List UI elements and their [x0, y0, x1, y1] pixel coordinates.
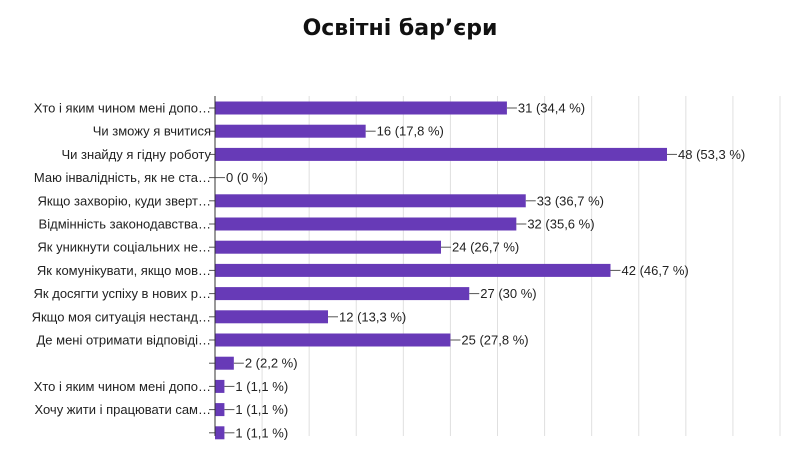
value-label: 25 (27,8 %) [461, 333, 528, 348]
value-label: 12 (13,3 %) [339, 309, 406, 324]
bar [215, 101, 507, 115]
value-label: 42 (46,7 %) [622, 263, 689, 278]
bar [215, 217, 517, 231]
value-label: 24 (26,7 %) [452, 240, 519, 255]
category-label: Відмінність законодавства… [39, 217, 211, 232]
bar [215, 426, 225, 440]
category-label: Чи зможу я вчитися [93, 124, 211, 139]
bar [215, 147, 667, 161]
bar [215, 379, 225, 393]
category-label: Хто і яким чином мені допо… [34, 101, 211, 116]
value-label: 1 (1,1 %) [235, 425, 288, 440]
bar [215, 333, 451, 347]
bar [215, 124, 366, 138]
bar [215, 310, 328, 324]
value-label: 48 (53,3 %) [678, 147, 745, 162]
category-label: Як комунікувати, якщо мов… [37, 263, 211, 278]
category-label: Як досягти успіху в нових р… [34, 286, 211, 301]
bar [215, 194, 526, 208]
value-label: 32 (35,6 %) [527, 217, 594, 232]
category-label: Якщо моя ситуація нестанд… [32, 309, 211, 324]
value-label: 2 (2,2 %) [245, 356, 298, 371]
value-label: 31 (34,4 %) [518, 101, 585, 116]
value-label: 27 (30 %) [480, 286, 536, 301]
bar [215, 403, 225, 417]
value-label: 33 (36,7 %) [537, 193, 604, 208]
category-label: Хто і яким чином мені допо… [34, 379, 211, 394]
category-label: Як уникнути соціальних не… [37, 240, 211, 255]
bar [215, 240, 441, 254]
category-label: Чи знайду я гідну роботу [62, 147, 212, 162]
value-label: 16 (17,8 %) [377, 124, 444, 139]
category-label: Якщо захворію, куди зверт… [38, 193, 211, 208]
value-label: 0 (0 %) [226, 170, 268, 185]
bar [215, 263, 611, 277]
category-label: Де мені отримати відповіді… [36, 333, 211, 348]
chart-title: Освітні бар’єри [302, 16, 498, 41]
value-label: 1 (1,1 %) [235, 402, 288, 417]
category-label: Маю інвалідність, як не ста… [34, 170, 211, 185]
value-label: 1 (1,1 %) [235, 379, 288, 394]
bar [215, 287, 470, 301]
category-label: Хочу жити і працювати сам… [34, 402, 211, 417]
bar [215, 356, 234, 370]
